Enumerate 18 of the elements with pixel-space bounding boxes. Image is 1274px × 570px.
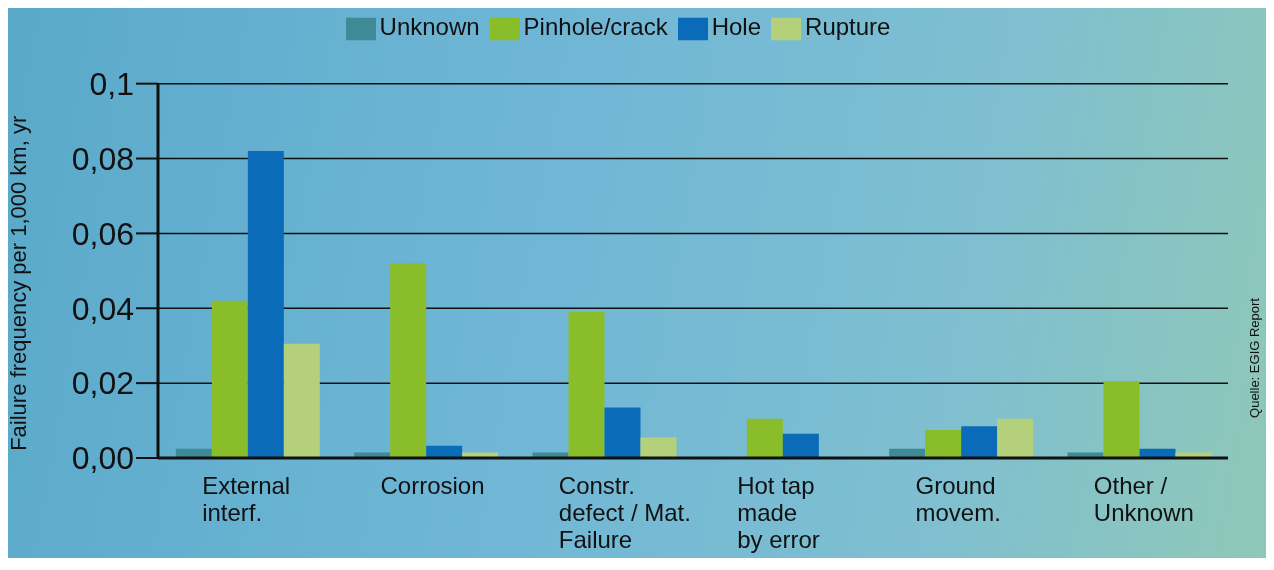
y-tick-label: 0,02 [71, 365, 134, 402]
legend-label: Rupture [805, 13, 891, 40]
y-tick-label: 0,06 [71, 215, 134, 252]
x-tick-label: External interf. [202, 472, 291, 526]
x-tick-label: Constr. defect / Mat. Failure [558, 472, 691, 553]
y-tick-label: 0,1 [89, 66, 134, 103]
x-tick-label: Hot tap made by error [737, 472, 820, 553]
legend-label: Unknown [379, 13, 480, 40]
x-tick-label: Ground movem. [915, 472, 1001, 526]
x-tick-label: Corrosion [380, 472, 485, 499]
legend-label: Pinhole/crack [523, 13, 668, 40]
y-axis-title: Failure frequency per 1,000 km, yr [5, 115, 31, 451]
y-tick-label: 0,04 [71, 290, 134, 327]
x-tick-label: Other / Unknown [1093, 472, 1194, 526]
y-tick-label: 0,08 [71, 140, 134, 177]
legend-label: Hole [711, 13, 762, 40]
y-tick-label: 0,00 [71, 440, 134, 477]
source-note: Quelle: EGIG Report [1247, 298, 1262, 418]
